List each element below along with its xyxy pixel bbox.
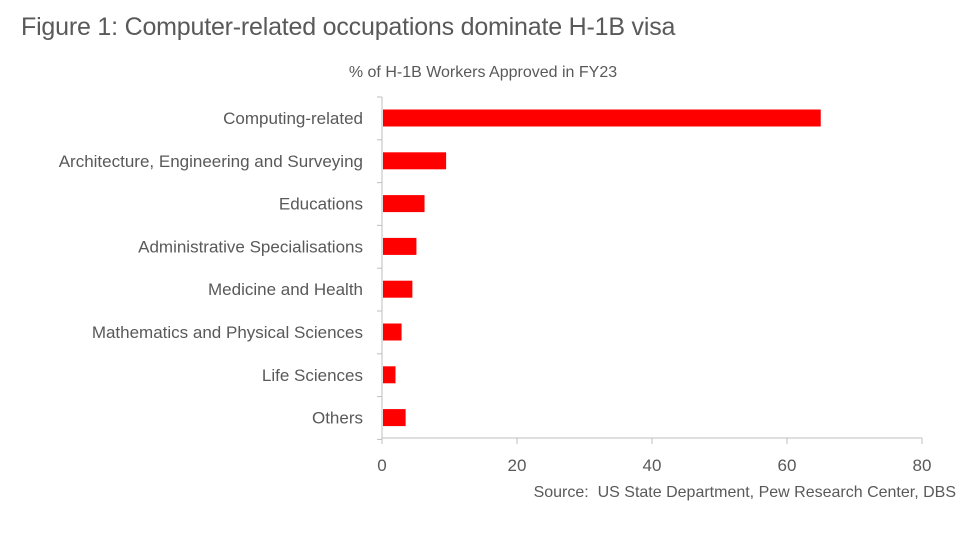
bar [383,152,447,170]
category-label: Life Sciences [262,366,363,385]
x-tick-label: 40 [643,456,662,475]
category-label: Others [312,409,363,428]
bar [383,195,425,213]
source-note: Source: US State Department, Pew Researc… [533,484,956,501]
category-label: Computing-related [223,109,363,128]
x-tick-label: 80 [913,456,932,475]
figure-title: Figure 1: Computer-related occupations d… [21,13,676,41]
category-labels: Computing-related Architecture, Engineeri… [59,109,363,428]
y-axis [377,96,383,440]
bar [383,109,821,127]
category-label: Administrative Specialisations [138,237,363,256]
chart-title-text: % of H-1B Workers Approved in FY23 [348,64,618,81]
category-label: Medicine and Health [208,280,363,299]
category-label: Mathematics and Physical Sciences [92,323,363,342]
bar [383,409,406,427]
bar [383,323,402,341]
bars [383,109,821,427]
category-label: Architecture, Engineering and Surveying [59,152,363,171]
bar [383,366,396,384]
x-tick-label: 0 [377,456,386,475]
x-axis: 0 20 40 60 80 [377,437,932,475]
category-label: Educations [279,195,363,214]
bar [383,280,413,298]
chart-title: % of H-1B Workers Approved in FY23 [0,64,980,82]
x-tick-label: 20 [508,456,527,475]
x-tick-label: 60 [778,456,797,475]
bar [383,237,417,255]
